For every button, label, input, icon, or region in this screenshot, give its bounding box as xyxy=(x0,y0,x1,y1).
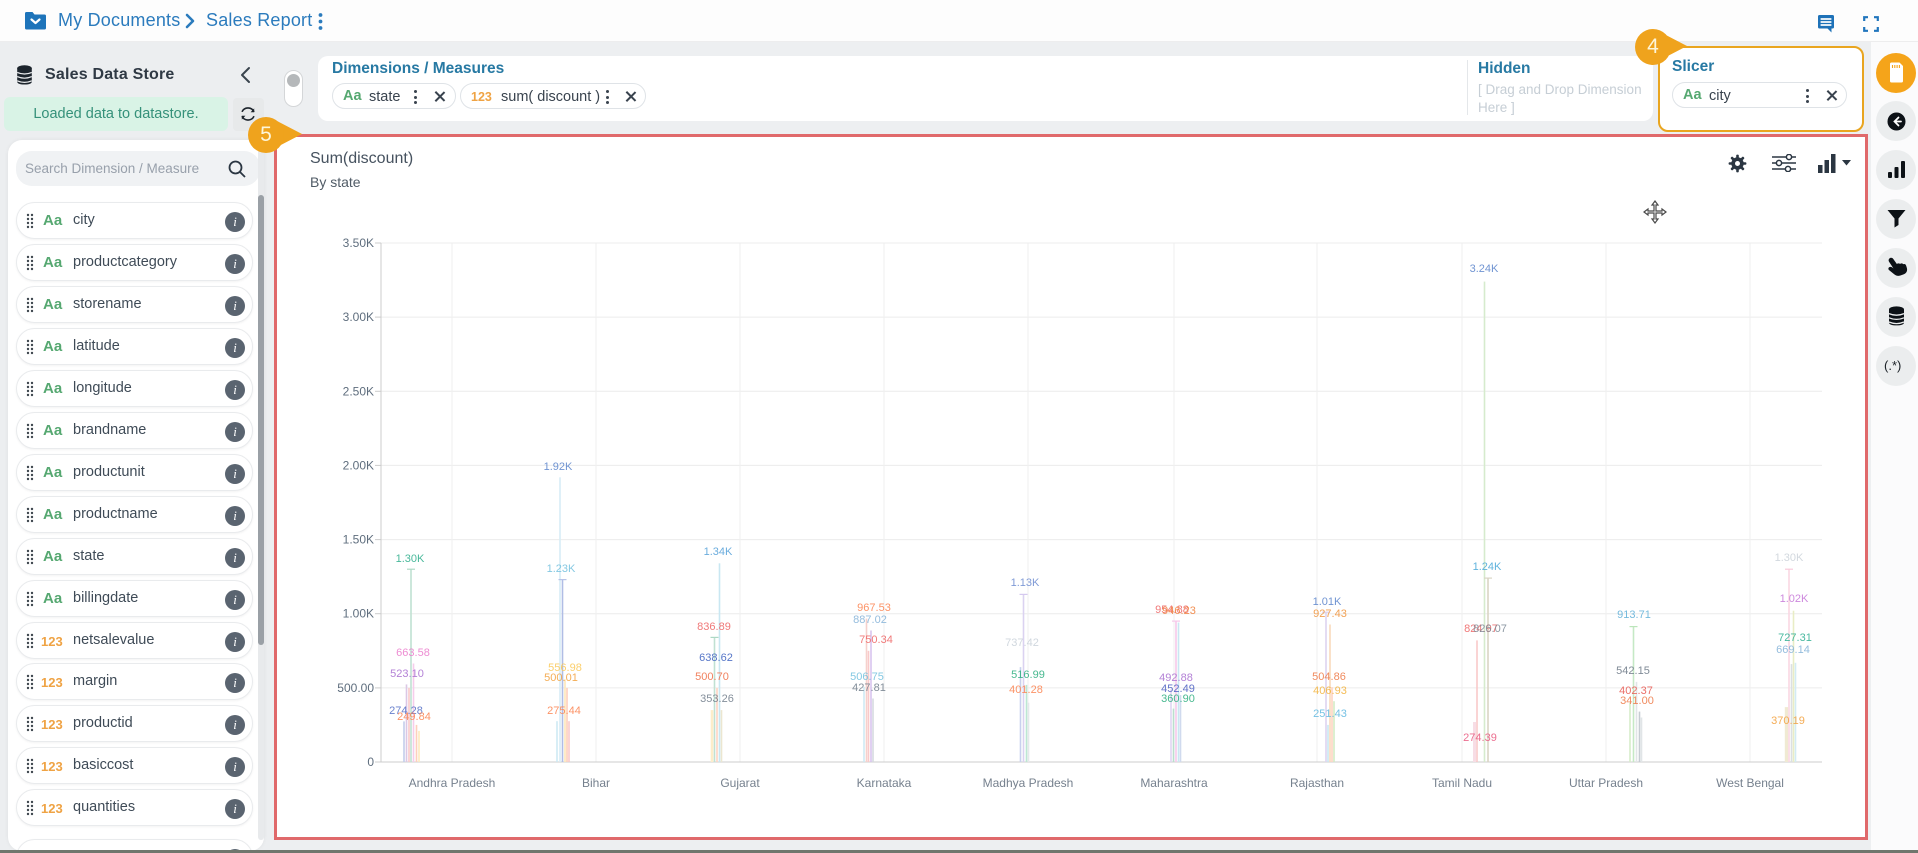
svg-text:Rajasthan: Rajasthan xyxy=(1290,776,1344,790)
svg-text:3.24K: 3.24K xyxy=(1470,263,1499,275)
svg-text:500.70: 500.70 xyxy=(695,671,729,683)
svg-text:370.19: 370.19 xyxy=(1771,715,1805,727)
svg-text:341.00: 341.00 xyxy=(1620,695,1654,707)
svg-text:1.23K: 1.23K xyxy=(547,563,576,575)
svg-text:274.28: 274.28 xyxy=(389,705,423,717)
svg-text:542.15: 542.15 xyxy=(1616,665,1650,677)
svg-text:504.86: 504.86 xyxy=(1312,671,1346,683)
svg-text:427.81: 427.81 xyxy=(852,682,886,694)
svg-text:274.39: 274.39 xyxy=(1463,732,1497,744)
svg-text:Tamil Nadu: Tamil Nadu xyxy=(1432,776,1492,790)
svg-text:946.23: 946.23 xyxy=(1162,605,1196,617)
svg-text:836.89: 836.89 xyxy=(697,621,731,633)
svg-text:Maharashtra: Maharashtra xyxy=(1140,776,1208,790)
svg-text:1.01K: 1.01K xyxy=(1313,596,1342,608)
svg-text:Andhra Pradesh: Andhra Pradesh xyxy=(409,776,496,790)
svg-text:452.49: 452.49 xyxy=(1161,683,1195,695)
svg-text:Karnataka: Karnataka xyxy=(857,776,912,790)
svg-text:1.02K: 1.02K xyxy=(1780,593,1809,605)
svg-text:1.34K: 1.34K xyxy=(704,546,733,558)
svg-text:2.00K: 2.00K xyxy=(343,458,374,472)
svg-text:826.07: 826.07 xyxy=(1473,623,1507,635)
svg-text:506.75: 506.75 xyxy=(850,671,884,683)
svg-text:249.84: 249.84 xyxy=(397,711,431,723)
svg-text:663.58: 663.58 xyxy=(396,647,430,659)
svg-text:523.10: 523.10 xyxy=(390,668,424,680)
svg-text:406.93: 406.93 xyxy=(1313,685,1347,697)
svg-text:2.50K: 2.50K xyxy=(343,384,374,398)
svg-text:Uttar Pradesh: Uttar Pradesh xyxy=(1569,776,1643,790)
svg-text:401.28: 401.28 xyxy=(1009,684,1043,696)
svg-text:492.88: 492.88 xyxy=(1159,672,1193,684)
svg-text:360.90: 360.90 xyxy=(1161,693,1195,705)
svg-text:1.13K: 1.13K xyxy=(1011,577,1040,589)
svg-text:402.37: 402.37 xyxy=(1619,685,1653,697)
svg-text:1.00K: 1.00K xyxy=(343,607,374,621)
svg-text:1.24K: 1.24K xyxy=(1473,561,1502,573)
svg-text:967.53: 967.53 xyxy=(857,602,891,614)
svg-text:275.44: 275.44 xyxy=(547,705,581,717)
svg-text:516.99: 516.99 xyxy=(1011,669,1045,681)
svg-text:824.97: 824.97 xyxy=(1464,623,1498,635)
svg-text:913.71: 913.71 xyxy=(1617,609,1651,621)
svg-text:1.30K: 1.30K xyxy=(1775,552,1804,564)
svg-text:3.00K: 3.00K xyxy=(343,310,374,324)
svg-text:1.30K: 1.30K xyxy=(396,553,425,565)
svg-text:887.02: 887.02 xyxy=(853,614,887,626)
svg-text:556.98: 556.98 xyxy=(548,662,582,674)
svg-text:750.34: 750.34 xyxy=(859,634,893,646)
svg-text:Bihar: Bihar xyxy=(582,776,610,790)
svg-text:0: 0 xyxy=(367,755,374,769)
svg-text:West Bengal: West Bengal xyxy=(1716,776,1784,790)
svg-text:353.26: 353.26 xyxy=(700,693,734,705)
svg-text:1.92K: 1.92K xyxy=(544,461,573,473)
svg-text:251.43: 251.43 xyxy=(1313,708,1347,720)
svg-text:500.00: 500.00 xyxy=(337,681,374,695)
svg-text:500.01: 500.01 xyxy=(544,672,578,684)
svg-text:727.31: 727.31 xyxy=(1778,632,1812,644)
svg-text:954.88: 954.88 xyxy=(1155,604,1189,616)
svg-text:669.14: 669.14 xyxy=(1776,644,1810,656)
svg-text:737.42: 737.42 xyxy=(1005,637,1039,649)
svg-text:Gujarat: Gujarat xyxy=(720,776,760,790)
svg-text:3.50K: 3.50K xyxy=(343,236,374,250)
svg-text:1.50K: 1.50K xyxy=(343,533,374,547)
svg-text:Madhya Pradesh: Madhya Pradesh xyxy=(983,776,1074,790)
svg-text:927.43: 927.43 xyxy=(1313,608,1347,620)
svg-text:638.62: 638.62 xyxy=(699,652,733,664)
